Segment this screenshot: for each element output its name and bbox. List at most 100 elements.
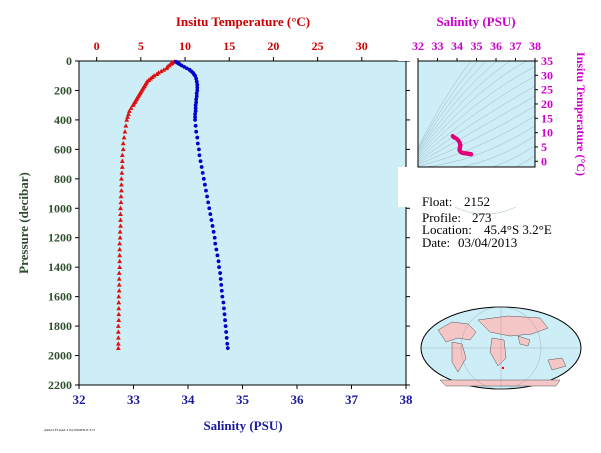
temperature-point <box>119 158 125 163</box>
salinity-point <box>202 182 207 187</box>
temperature-point <box>128 105 134 110</box>
salinity-point <box>212 235 217 240</box>
float-label: Float: <box>422 194 452 209</box>
inset-right-tick-label: 20 <box>541 97 553 111</box>
temperature-point <box>117 241 123 246</box>
salinity-point <box>193 123 198 128</box>
temperature-point <box>164 65 169 71</box>
salinity-point <box>207 206 212 211</box>
temperature-point <box>125 114 131 119</box>
temperature-point <box>118 205 123 211</box>
bottom-tick-label: 33 <box>127 392 141 407</box>
inset-top-tick-label: 33 <box>432 39 444 53</box>
salinity-point <box>216 259 221 264</box>
salinity-point <box>194 94 199 99</box>
salinity-point <box>225 341 230 346</box>
ts-point <box>469 152 474 157</box>
bottom-axis-title: Salinity (PSU) <box>203 418 282 433</box>
salinity-point <box>208 212 213 217</box>
temperature-point <box>119 188 124 193</box>
temperature-point <box>116 276 122 281</box>
density-contours <box>398 1 555 215</box>
salinity-point <box>209 218 214 222</box>
temperature-point <box>116 270 122 275</box>
salinity-point <box>195 141 200 146</box>
salinity-point <box>223 318 227 323</box>
world-map <box>420 306 582 390</box>
temperature-point <box>116 299 122 305</box>
inset-top-tick-label: 36 <box>490 39 502 53</box>
float-value: 2152 <box>464 194 490 209</box>
temperature-point <box>120 140 126 146</box>
y-tick-label: 400 <box>54 113 72 127</box>
y-tick-label: 2000 <box>48 349 72 363</box>
temperature-point <box>118 199 124 205</box>
inset-right-tick-label: 15 <box>541 111 553 125</box>
float-location-marker <box>501 366 505 370</box>
top-tick-label: 25 <box>312 39 324 53</box>
top-tick-label: 30 <box>356 39 368 53</box>
top-tick-label: 20 <box>267 39 279 53</box>
bottom-tick-label: 34 <box>182 392 196 407</box>
float-info: Float: 2152 Profile: 273 Location: 45.4°… <box>422 194 552 250</box>
salinity-point <box>218 271 223 275</box>
temperature-point <box>119 164 125 169</box>
world-map-graticule <box>421 306 581 390</box>
salinity-point <box>211 229 216 234</box>
salinity-point <box>206 200 211 205</box>
salinity-series <box>174 59 230 351</box>
salinity-point <box>194 91 199 96</box>
temperature-point <box>126 108 132 113</box>
inset-right-tick-label: 35 <box>541 54 553 68</box>
salinity-point <box>193 73 197 78</box>
bottom-tick-label: 37 <box>345 392 359 407</box>
salinity-point <box>194 129 199 134</box>
y-tick-label: 0 <box>66 54 72 68</box>
temperature-point <box>126 111 131 116</box>
temperature-point <box>116 305 122 311</box>
y-tick-label: 600 <box>54 142 72 156</box>
inset-top-tick-label: 32 <box>412 39 424 53</box>
temperature-point <box>161 67 167 72</box>
temperature-point <box>117 229 123 234</box>
y-tick-label: 2200 <box>48 378 72 392</box>
salinity-point <box>219 282 224 287</box>
temperature-point <box>115 341 121 346</box>
salinity-point <box>224 335 229 340</box>
inset-top-tick-label: 35 <box>471 39 483 53</box>
temperature-point <box>122 129 128 134</box>
ts-curve-series <box>450 133 474 157</box>
salinity-point <box>195 88 200 93</box>
temperature-point <box>118 217 123 222</box>
temperature-point <box>119 152 125 158</box>
salinity-point <box>197 153 202 158</box>
temperature-point <box>118 193 124 199</box>
salinity-point <box>222 306 226 311</box>
temperature-point <box>130 102 136 107</box>
salinity-point <box>218 277 223 281</box>
salinity-point <box>195 85 200 90</box>
temperature-point <box>116 311 122 317</box>
location-label: Location: <box>422 222 472 237</box>
date-label: Date: <box>422 235 450 250</box>
temperature-point <box>158 68 164 74</box>
salinity-point <box>225 346 230 351</box>
temperature-point <box>124 117 130 122</box>
temperature-point <box>118 223 123 228</box>
temperature-point <box>117 252 123 258</box>
bottom-tick-label: 32 <box>73 392 86 407</box>
temperature-point <box>116 317 122 322</box>
salinity-point <box>217 265 221 270</box>
salinity-point <box>224 330 229 334</box>
date-value: 03/04/2013 <box>458 235 517 250</box>
salinity-point <box>214 247 219 252</box>
temperature-point <box>117 258 123 264</box>
temperature-point <box>154 71 160 77</box>
y-tick-label: 1400 <box>48 260 72 274</box>
salinity-point <box>205 194 209 199</box>
salinity-point <box>200 171 205 175</box>
profile-label: Profile: <box>422 210 461 225</box>
salinity-point <box>223 324 228 328</box>
inset-top-tick-label: 38 <box>529 39 541 53</box>
inset-right-tick-label: 0 <box>541 154 547 168</box>
